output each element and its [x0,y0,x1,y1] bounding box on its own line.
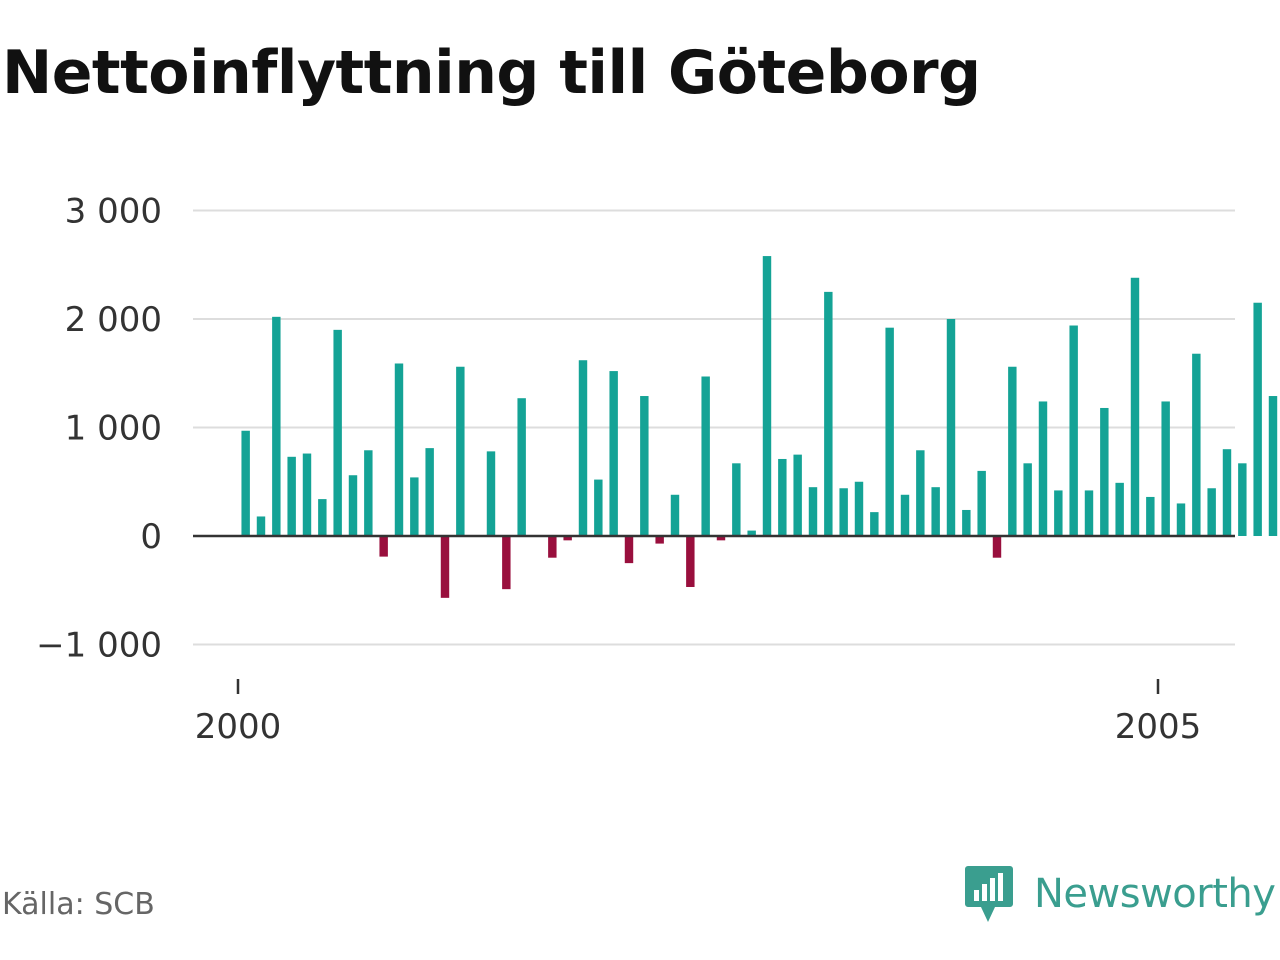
bar-positive [977,470,986,536]
bar-positive [578,360,588,536]
gridlines [193,209,1235,646]
bar-negative [716,536,726,541]
bar-positive [517,398,526,536]
bar-negative [548,536,557,558]
bar-positive [824,291,833,537]
bar-positive [1176,503,1186,536]
bar-positive [1008,366,1017,536]
bar-positive [793,454,802,537]
bar-positive [1054,490,1063,536]
bar-positive [1069,325,1078,536]
bar-positive [594,479,603,536]
bar-positive [1115,482,1124,536]
bar-positive [1023,463,1032,536]
brand: Newsworthy [964,864,1276,924]
bar-positive [1100,407,1109,536]
bar-negative [440,536,450,598]
bar-positive [1192,353,1201,536]
bar-positive [946,319,956,536]
chart-title: Nettoinflyttning till Göteborg [2,38,981,108]
y-tick-label: 3 000 [65,192,162,232]
bar-negative [686,536,695,587]
bar-positive [732,463,741,536]
bar-positive [747,530,756,536]
bar-positive [394,363,404,536]
bar-negative [563,536,572,541]
brand-name: Newsworthy [1034,871,1276,917]
bars [241,256,1278,598]
bar-positive [1238,463,1247,536]
bar-positive [916,450,925,536]
bar-positive [1253,302,1262,537]
bar-positive [1038,401,1048,536]
bar-positive [486,451,496,536]
bar-negative [992,536,1002,558]
y-tick-label: 0 [140,517,162,557]
bar-positive [333,329,342,536]
bar-positive [609,371,618,536]
bar-positive [410,477,419,536]
bar-positive [241,430,250,536]
bar-negative [502,536,511,590]
bar-positive [364,450,373,536]
bar-positive [808,487,818,537]
bar-positive [885,327,894,536]
bar-positive [256,516,266,536]
bar-positive [701,376,710,536]
x-axis-ticks: 200020052010201520202025 [195,679,1202,747]
y-tick-label: 2 000 [65,300,162,340]
source-note: Källa: SCB [2,887,155,922]
bar-positive [778,458,787,536]
bar-positive [348,475,358,536]
bar-positive [287,456,296,536]
bar-positive [272,316,281,536]
bar-positive [1130,277,1140,536]
bar-negative [655,536,664,544]
x-tick-label: 2000 [195,707,282,747]
y-axis-ticks: 3 000 2 000 1 000 0 −1 000 [36,192,162,666]
newsworthy-logo-icon [965,866,1013,922]
bar-positive [1146,496,1155,536]
y-tick-label: 1 000 [65,409,162,449]
bar-positive [640,396,649,536]
bar-positive [1084,490,1094,536]
bar-positive [425,448,434,537]
bar-positive [1161,401,1170,536]
bar-positive [670,494,680,536]
bar-positive [302,453,312,536]
bar-positive [318,499,327,536]
bar-positive [1207,488,1216,536]
y-tick-label: −1 000 [36,626,162,666]
bar-positive [870,512,879,536]
bar-positive [1268,396,1278,536]
bar-positive [839,488,848,536]
bar-negative [379,536,388,557]
bar-positive [931,487,940,537]
bar-positive [456,366,465,536]
bar-positive [854,481,864,536]
bar-negative [624,536,634,564]
bar-positive [962,509,971,536]
bar-positive [1222,449,1232,536]
x-tick-label: 2005 [1115,707,1202,747]
bar-positive [900,494,910,536]
bar-positive [762,256,772,536]
